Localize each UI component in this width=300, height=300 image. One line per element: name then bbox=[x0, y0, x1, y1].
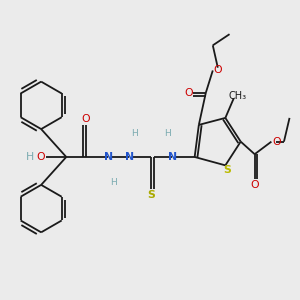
Text: O: O bbox=[272, 136, 281, 147]
Text: O: O bbox=[214, 65, 222, 76]
Text: N: N bbox=[168, 152, 177, 162]
Text: CH₃: CH₃ bbox=[229, 91, 247, 100]
Text: H: H bbox=[164, 129, 171, 138]
Text: O: O bbox=[250, 180, 259, 190]
Text: H: H bbox=[131, 129, 138, 138]
Text: N: N bbox=[103, 152, 113, 162]
Text: H: H bbox=[110, 178, 116, 187]
Text: N: N bbox=[124, 152, 134, 162]
Text: O: O bbox=[184, 88, 193, 98]
Text: S: S bbox=[223, 165, 231, 176]
Text: O: O bbox=[37, 152, 46, 162]
Text: O: O bbox=[82, 114, 90, 124]
Text: S: S bbox=[148, 190, 155, 200]
Text: H: H bbox=[26, 152, 34, 162]
